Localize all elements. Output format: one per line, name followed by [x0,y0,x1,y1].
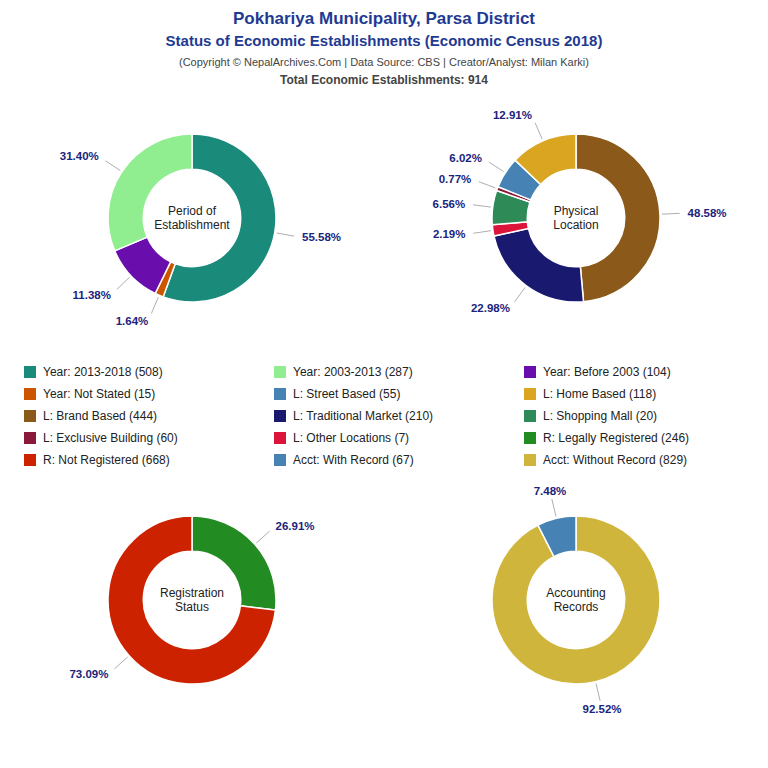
center-label-line: Establishment [154,218,230,232]
donut-chart [105,134,294,313]
legend-swatch [274,366,286,378]
legend-label: L: Brand Based (444) [43,409,157,423]
donut-slice [492,516,660,684]
donut-slice [108,516,275,684]
donut-chart [473,123,679,302]
data-label: 22.98% [471,302,510,314]
leader-line [535,123,542,139]
leader-line [489,162,504,172]
subtitle: Total Economic Establishments: 914 [280,73,488,87]
legend-swatch [524,454,536,466]
legend-swatch [274,410,286,422]
legend-swatch [524,388,536,400]
data-label: 92.52% [583,703,622,715]
legend-swatch [274,454,286,466]
legend-swatch [24,388,36,400]
legend-label: L: Home Based (118) [543,387,656,401]
leader-line [117,277,130,289]
leader-line [277,233,294,236]
legend-swatch [24,432,36,444]
leader-line [552,499,556,516]
legend-label: Year: Not Stated (15) [43,387,155,401]
leader-line [515,287,525,301]
legend-label: L: Street Based (55) [293,387,400,401]
leader-line [473,231,491,234]
center-label-line: Period of [168,204,217,218]
legend-swatch [24,410,36,422]
legend: Year: 2013-2018 (508) Year: 2003-2013 (28… [24,365,689,467]
donut-slice [538,516,576,557]
data-label: 2.19% [433,228,466,240]
legend-label: L: Exclusive Building (60) [43,431,178,445]
data-label: 6.56% [433,198,466,210]
data-label: 55.58% [302,231,341,243]
data-label: 0.77% [439,173,472,185]
center-label-line: Records [554,600,599,614]
legend-label: L: Other Locations (7) [293,431,409,445]
center-label-line: Physical [554,204,599,218]
data-label: 12.91% [493,109,532,121]
center-label: PhysicalLocation [553,204,598,232]
legend-swatch [524,410,536,422]
data-label: 7.48% [534,485,567,497]
legend-swatch [24,366,36,378]
donut-slice [494,228,584,302]
legend-label: Year: 2003-2013 (287) [293,365,413,379]
center-label-line: Location [553,218,598,232]
legend-label: L: Shopping Mall (20) [543,409,657,423]
donut-chart [108,516,276,684]
donut-slice [515,134,576,184]
legend-label: L: Traditional Market (210) [293,409,433,423]
leader-line [662,213,680,215]
center-label: AccountingRecords [546,586,605,614]
center-label: Period ofEstablishment [154,204,230,232]
legend-label: R: Not Registered (668) [43,453,170,467]
leader-line [151,297,158,313]
legend-swatch [274,432,286,444]
legend-label: Year: 2013-2018 (508) [43,365,163,379]
leader-line [114,657,127,669]
legend-label: Acct: Without Record (829) [543,453,687,467]
chart-canvas: Pokhariya Municipality, Parsa District St… [0,0,768,768]
data-label: 6.02% [449,152,482,164]
data-label: 31.40% [60,150,99,162]
center-label-line: Accounting [546,586,605,600]
legend-swatch [274,388,286,400]
legend-swatch [524,366,536,378]
legend-label: Year: Before 2003 (104) [543,365,671,379]
leader-line [479,182,496,188]
donut-chart [492,499,660,701]
leader-line [596,684,600,701]
legend-label: R: Legally Registered (246) [543,431,689,445]
center-label-line: Status [175,600,209,614]
leader-line [105,161,120,171]
background [0,0,768,768]
data-label: 73.09% [69,668,108,680]
title: Status of Economic Establishments (Econo… [166,32,603,49]
leader-line [256,531,269,543]
data-label: 1.64% [116,315,149,327]
title: Pokhariya Municipality, Parsa District [233,9,535,28]
data-label: 48.58% [688,207,727,219]
leader-line [473,205,491,207]
subtitle: (Copyright © NepalArchives.Com | Data So… [179,56,589,68]
data-label: 11.38% [73,289,111,301]
legend-label: Acct: With Record (67) [293,453,414,467]
center-label: RegistrationStatus [160,586,224,614]
center-label-line: Registration [160,586,224,600]
legend-swatch [524,432,536,444]
legend-swatch [24,454,36,466]
donut-slice [108,134,192,251]
data-label: 26.91% [276,520,315,532]
